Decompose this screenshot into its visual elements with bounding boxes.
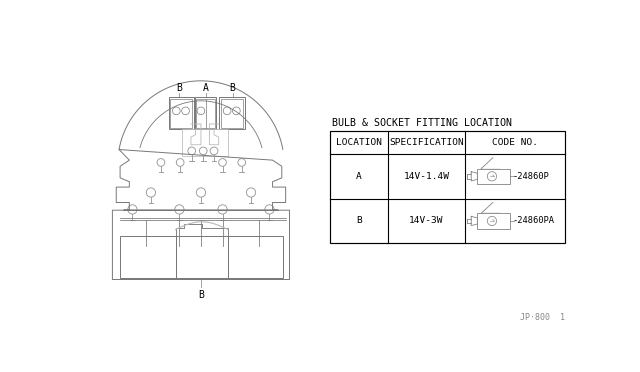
- Text: -24860PA: -24860PA: [513, 217, 555, 225]
- Bar: [120, 235, 175, 278]
- Text: A: A: [356, 172, 362, 181]
- Bar: [170, 99, 193, 128]
- Text: SPECIFICATION: SPECIFICATION: [389, 138, 464, 147]
- Text: CODE NO.: CODE NO.: [492, 138, 538, 147]
- Text: JP·800  1: JP·800 1: [520, 313, 565, 322]
- Text: B: B: [230, 83, 236, 93]
- Text: B: B: [177, 83, 182, 93]
- Text: A: A: [203, 83, 209, 93]
- Bar: [196, 99, 215, 128]
- Bar: [195, 97, 216, 129]
- Text: LOCATION: LOCATION: [336, 138, 382, 147]
- Text: 14V-1.4W: 14V-1.4W: [404, 172, 449, 181]
- Bar: [220, 97, 245, 129]
- Text: B: B: [198, 289, 204, 299]
- Bar: [182, 129, 228, 156]
- Text: BULB & SOCKET FITTING LOCATION: BULB & SOCKET FITTING LOCATION: [332, 118, 512, 128]
- Text: 14V-3W: 14V-3W: [410, 217, 444, 225]
- Bar: [228, 235, 284, 278]
- Text: B: B: [356, 217, 362, 225]
- Bar: [175, 235, 228, 278]
- Text: -24860P: -24860P: [513, 172, 550, 181]
- Bar: [221, 99, 243, 128]
- Bar: [168, 97, 194, 129]
- Bar: [477, 169, 509, 184]
- Bar: [330, 131, 565, 243]
- Bar: [477, 213, 509, 229]
